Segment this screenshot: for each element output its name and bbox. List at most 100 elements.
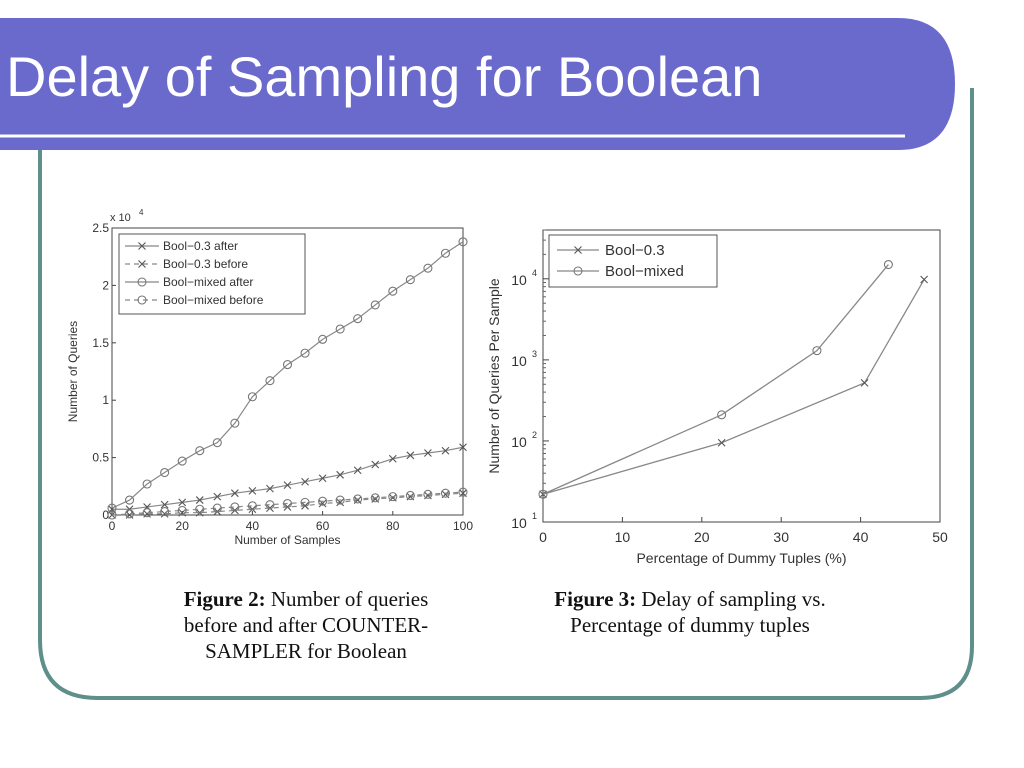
x-tick-label-0: 0 (109, 519, 116, 533)
data-point-0-9 (266, 484, 274, 493)
data-point-0-17 (406, 451, 415, 460)
data-point-3-3 (160, 507, 170, 517)
data-point-2-5 (195, 446, 205, 456)
frame-border (38, 88, 974, 700)
data-point-1-5 (195, 508, 204, 517)
y-tick-label-base-2: 10 (511, 353, 527, 369)
data-point-3-2 (142, 508, 152, 518)
data-point-3-1 (125, 509, 135, 519)
data-point-1-1 (717, 410, 727, 420)
figure-2-caption: Figure 2: Number of queries before and a… (120, 586, 492, 664)
data-point-2-10 (282, 360, 293, 370)
series-line-3 (111, 491, 464, 516)
y-tick-label-base-0: 10 (511, 515, 527, 531)
legend-box-1 (118, 233, 306, 315)
y-tick-label-1: 0.5 (92, 451, 109, 465)
data-point-0-13 (336, 470, 345, 479)
data-point-2-13 (335, 324, 345, 334)
chart-queries-per-sample: 0 10 20 30 40 50 10 1 10 2 10 3 10 4 Percentage of Dum… (486, 229, 948, 566)
series-line-2 (111, 241, 464, 509)
x-tick-label-4: 80 (386, 519, 400, 533)
legend-box-2 (548, 234, 718, 288)
data-point-2-9 (265, 376, 275, 386)
y-axis-label: Number of Queries (66, 321, 80, 422)
data-point-2-1 (125, 495, 135, 505)
y-tick-label-exp-0: 1 (532, 511, 537, 521)
slide-title: Delay of Sampling for Boolean (6, 45, 763, 108)
data-point-0-19 (441, 446, 450, 455)
x-tick-label-3: 30 (773, 529, 789, 545)
data-point-3-18 (423, 489, 433, 499)
x-tick-label-2: 40 (246, 519, 260, 533)
data-point-2-8 (247, 392, 257, 402)
data-point-0-20 (459, 443, 467, 452)
figure-2-label: Figure 2: (183, 587, 266, 611)
data-point-0-7 (230, 489, 239, 498)
x-tick-label-1: 10 (615, 529, 631, 545)
data-point-2-20 (458, 237, 468, 247)
data-point-2-11 (300, 348, 310, 358)
data-point-3-9 (265, 500, 275, 510)
data-point-3-15 (370, 493, 380, 503)
data-point-3-14 (353, 494, 363, 504)
data-point-0-14 (353, 466, 362, 475)
data-point-2-17 (405, 275, 415, 285)
data-point-3-10 (282, 498, 293, 509)
data-point-1-9 (266, 504, 274, 513)
figure-2-text-2: before and after COUNTER- (183, 613, 429, 637)
y-tick-label-base-1: 10 (511, 434, 527, 450)
y-tick-label-exp-1: 2 (532, 430, 537, 440)
data-point-3-5 (195, 504, 205, 514)
x-tick-label-5: 100 (453, 519, 473, 533)
data-point-0-1 (125, 505, 134, 514)
series-line-0 (542, 279, 925, 495)
legend-label-1: Bool−mixed (605, 263, 684, 280)
data-point-1-3 (883, 259, 893, 270)
figure-2-text-3: SAMPLER for Boolean (205, 639, 407, 663)
data-point-1-10 (283, 503, 292, 511)
y-tick-label-exp-3: 4 (532, 268, 537, 278)
data-point-0-18 (424, 449, 432, 457)
legend-label-0: Bool−0.3 after (163, 239, 238, 253)
y-axis-label: Number of Queries Per Sample (486, 278, 502, 474)
x-tick-label-1: 20 (176, 519, 190, 533)
legend-marker-3 (137, 295, 147, 305)
data-point-3-0 (107, 510, 117, 520)
data-point-0-8 (248, 487, 257, 495)
series-2 (107, 237, 468, 513)
y-multiplier-exponent: 4 (139, 208, 144, 217)
data-point-0-6 (213, 492, 222, 501)
data-point-2-4 (177, 456, 187, 466)
data-point-0-12 (318, 474, 327, 483)
legend-marker-1 (573, 266, 583, 276)
series-line-1 (542, 264, 889, 495)
series-0 (108, 443, 467, 514)
data-point-2-18 (423, 263, 433, 273)
x-axis-label: Number of Samples (234, 533, 340, 547)
data-point-3-11 (300, 497, 310, 507)
data-point-3-17 (405, 490, 415, 501)
x-tick-label-0: 0 (539, 529, 547, 545)
y-multiplier: x 10 (110, 212, 131, 224)
figure-3-text-1: Delay of sampling vs. (636, 587, 826, 611)
data-point-0-3 (920, 275, 929, 284)
figure-3-label: Figure 3: (554, 587, 637, 611)
y-tick-label-exp-2: 3 (532, 349, 537, 359)
legend-label-3: Bool−mixed before (163, 293, 264, 307)
x-tick-label-5: 50 (932, 529, 948, 545)
series-0 (539, 275, 929, 499)
chart-number-of-queries: 0 20 40 60 80 100 0 0.5 1 1.5 2 2.5x 10 4 Number of S… (66, 208, 473, 547)
y-tick-label-2: 1 (102, 393, 109, 407)
data-point-2-6 (212, 438, 222, 448)
series-3 (107, 487, 468, 520)
data-point-2-2 (142, 479, 152, 489)
data-point-1-8 (248, 505, 257, 514)
legend-marker-0 (138, 242, 146, 250)
data-point-0-4 (178, 498, 187, 507)
legend-label-2: Bool−mixed after (163, 275, 253, 289)
data-point-3-13 (335, 495, 345, 505)
legend-label-1: Bool−0.3 before (163, 257, 248, 271)
y-tick-label-0: 0 (102, 508, 109, 522)
data-point-0-3 (160, 500, 169, 509)
